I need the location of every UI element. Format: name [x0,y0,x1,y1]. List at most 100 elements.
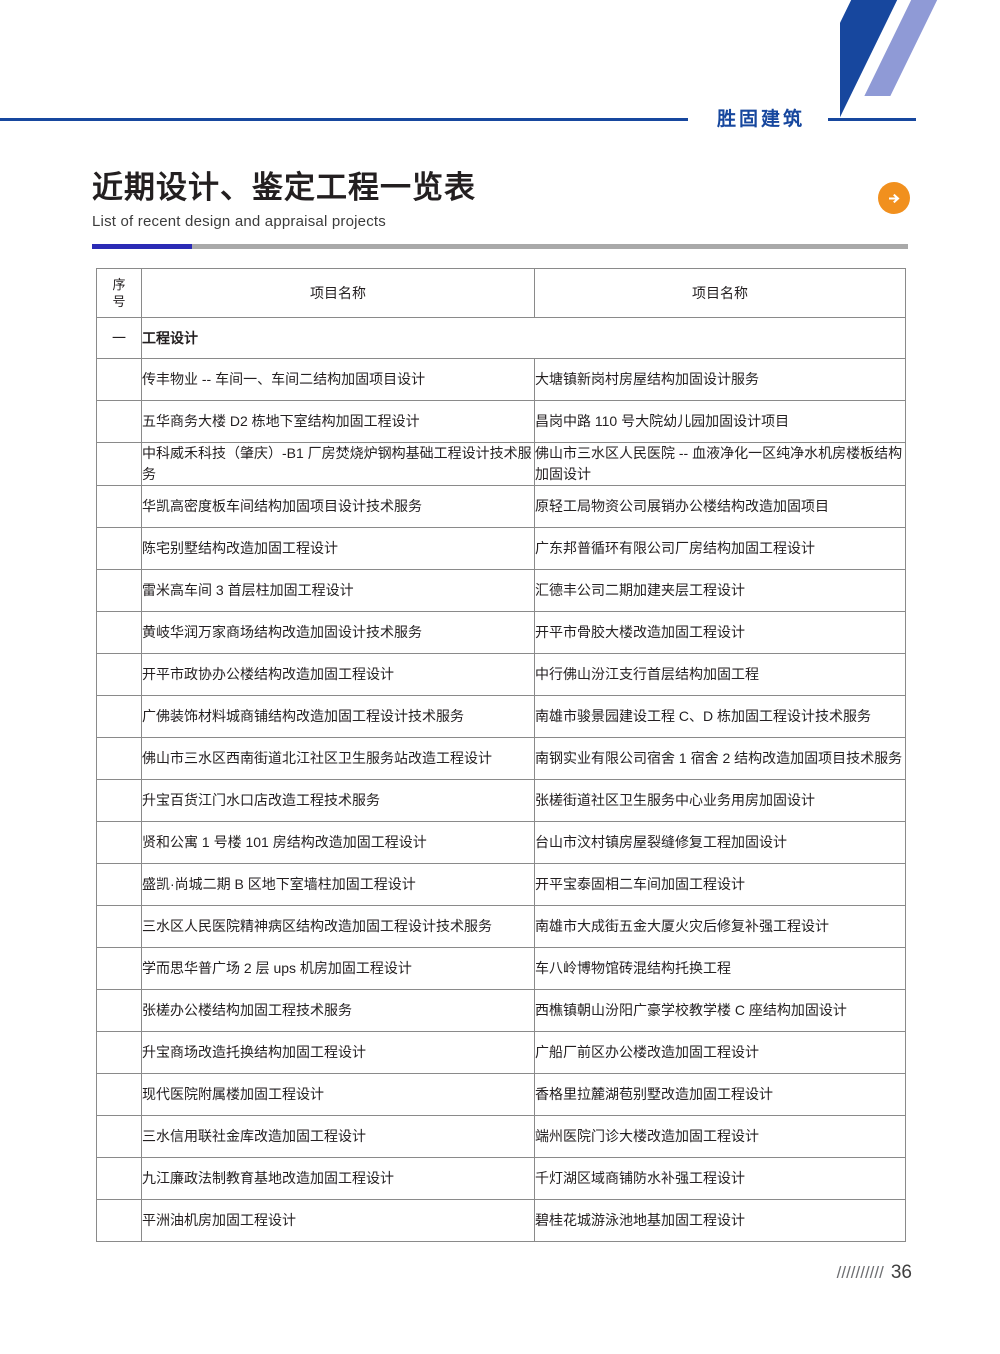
table-body: 一 工程设计 传丰物业 -- 车间一、车间二结构加固项目设计 大塘镇新岗村房屋结构… [96,317,906,1242]
project-name-right: 佛山市三水区人民医院 -- 血液净化一区纯净水机房楼板结构加固设计 [534,442,906,486]
table-row: 五华商务大楼 D2 栋地下室结构加固工程设计 昌岗中路 110 号大院幼儿园加固设… [96,400,906,443]
column-header-no: 序 号 [96,268,142,318]
project-name-right: 原轻工局物资公司展销办公楼结构改造加固项目 [534,485,906,528]
row-number-cell [96,611,142,654]
project-name-right: 广东邦普循环有限公司厂房结构加固工程设计 [534,527,906,570]
project-name-left: 盛凯·尚城二期 B 区地下室墙柱加固工程设计 [141,863,535,906]
project-name-left: 广佛装饰材料城商铺结构改造加固工程设计技术服务 [141,695,535,738]
project-name-left: 开平市政协办公楼结构改造加固工程设计 [141,653,535,696]
row-number-cell [96,905,142,948]
row-number-cell [96,989,142,1032]
column-header-name-right: 项目名称 [534,268,906,318]
row-number-cell [96,400,142,443]
row-number-cell [96,358,142,401]
project-name-right: 开平市骨胶大楼改造加固工程设计 [534,611,906,654]
section-title: 工程设计 [141,317,906,359]
arrow-right-circle-icon [878,182,910,214]
row-number-cell [96,695,142,738]
table-row: 佛山市三水区西南街道北江社区卫生服务站改造工程设计 南钢实业有限公司宿舍 1 宿舍… [96,737,906,780]
header-rule-right [828,118,916,121]
project-name-right: 千灯湖区域商铺防水补强工程设计 [534,1157,906,1200]
row-number-cell [96,737,142,780]
section-number: 一 [96,317,142,359]
section-row: 一 工程设计 [96,317,906,359]
project-name-left: 雷米高车间 3 首层柱加固工程设计 [141,569,535,612]
project-name-right: 碧桂花城游泳池地基加固工程设计 [534,1199,906,1242]
table-row: 华凯高密度板车间结构加固项目设计技术服务 原轻工局物资公司展销办公楼结构改造加固项… [96,485,906,528]
row-number-cell [96,779,142,822]
project-name-right: 昌岗中路 110 号大院幼儿园加固设计项目 [534,400,906,443]
project-name-left: 三水信用联社金库改造加固工程设计 [141,1115,535,1158]
project-name-left: 三水区人民医院精神病区结构改造加固工程设计技术服务 [141,905,535,948]
table-row: 张槎办公楼结构加固工程技术服务 西樵镇朝山汾阳广豪学校教学楼 C 座结构加固设计 [96,989,906,1032]
table-row: 雷米高车间 3 首层柱加固工程设计 汇德丰公司二期加建夹层工程设计 [96,569,906,612]
project-name-left: 黄岐华润万家商场结构改造加固设计技术服务 [141,611,535,654]
project-name-left: 陈宅别墅结构改造加固工程设计 [141,527,535,570]
page-number: 36 [890,1262,912,1283]
footer-slash-decoration: ////////// [836,1263,884,1282]
project-name-right: 西樵镇朝山汾阳广豪学校教学楼 C 座结构加固设计 [534,989,906,1032]
table-row: 盛凯·尚城二期 B 区地下室墙柱加固工程设计 开平宝泰固相二车间加固工程设计 [96,863,906,906]
project-name-left: 升宝百货江门水口店改造工程技术服务 [141,779,535,822]
project-name-right: 南钢实业有限公司宿舍 1 宿舍 2 结构改造加固项目技术服务 [534,737,906,780]
table-row: 九江廉政法制教育基地改造加固工程设计 千灯湖区域商铺防水补强工程设计 [96,1157,906,1200]
row-number-cell [96,653,142,696]
row-number-cell [96,1115,142,1158]
project-name-left: 平洲油机房加固工程设计 [141,1199,535,1242]
table-row: 广佛装饰材料城商铺结构改造加固工程设计技术服务 南雄市骏景园建设工程 C、D 栋加… [96,695,906,738]
title-underline [92,244,908,249]
project-name-left: 佛山市三水区西南街道北江社区卫生服务站改造工程设计 [141,737,535,780]
table-row: 学而思华普广场 2 层 ups 机房加固工程设计 车八岭博物馆砖混结构托换工程 [96,947,906,990]
project-name-left: 学而思华普广场 2 层 ups 机房加固工程设计 [141,947,535,990]
table-row: 三水区人民医院精神病区结构改造加固工程设计技术服务 南雄市大成街五金大厦火灾后修复… [96,905,906,948]
project-name-right: 台山市汶村镇房屋裂缝修复工程加固设计 [534,821,906,864]
project-name-left: 传丰物业 -- 车间一、车间二结构加固项目设计 [141,358,535,401]
table-header-row: 序 号 项目名称 项目名称 [96,268,906,318]
row-number-cell [96,569,142,612]
project-name-left: 中科威禾科技（肇庆）-B1 厂房焚烧炉钢构基础工程设计技术服务 [141,442,535,486]
project-name-left: 九江廉政法制教育基地改造加固工程设计 [141,1157,535,1200]
column-header-no-line1: 序 [112,277,126,292]
project-name-right: 张槎街道社区卫生服务中心业务用房加固设计 [534,779,906,822]
project-name-right: 中行佛山汾江支行首层结构加固工程 [534,653,906,696]
project-name-right: 端州医院门诊大楼改造加固工程设计 [534,1115,906,1158]
project-name-left: 张槎办公楼结构加固工程技术服务 [141,989,535,1032]
column-header-no-line2: 号 [112,294,126,309]
table-row: 升宝百货江门水口店改造工程技术服务 张槎街道社区卫生服务中心业务用房加固设计 [96,779,906,822]
project-name-right: 香格里拉麓湖苞别墅改造加固工程设计 [534,1073,906,1116]
project-name-right: 广船厂前区办公楼改造加固工程设计 [534,1031,906,1074]
table-row: 贤和公寓 1 号楼 101 房结构改造加固工程设计 台山市汶村镇房屋裂缝修复工程加… [96,821,906,864]
project-name-left: 华凯高密度板车间结构加固项目设计技术服务 [141,485,535,528]
table-row: 三水信用联社金库改造加固工程设计 端州医院门诊大楼改造加固工程设计 [96,1115,906,1158]
row-number-cell [96,1157,142,1200]
project-name-right: 南雄市骏景园建设工程 C、D 栋加固工程设计技术服务 [534,695,906,738]
row-number-cell [96,1199,142,1242]
project-name-left: 贤和公寓 1 号楼 101 房结构改造加固工程设计 [141,821,535,864]
row-number-cell [96,1073,142,1116]
page-title: 近期设计、鉴定工程一览表 [92,170,476,205]
project-name-right: 车八岭博物馆砖混结构托换工程 [534,947,906,990]
project-name-left: 升宝商场改造托换结构加固工程设计 [141,1031,535,1074]
table-row: 传丰物业 -- 车间一、车间二结构加固项目设计 大塘镇新岗村房屋结构加固设计服务 [96,358,906,401]
project-name-left: 五华商务大楼 D2 栋地下室结构加固工程设计 [141,400,535,443]
page-footer: ////////// 36 [837,1262,912,1284]
brand-name: 胜固建筑 [716,109,805,130]
row-number-cell [96,442,142,486]
project-name-right: 南雄市大成街五金大厦火灾后修复补强工程设计 [534,905,906,948]
column-header-name-left: 项目名称 [141,268,535,318]
header-rule-left [0,118,688,121]
title-block: 近期设计、鉴定工程一览表 List of recent design and a… [92,168,908,249]
diagonal-stripe-light [864,0,944,96]
page-subtitle: List of recent design and appraisal proj… [92,213,386,230]
row-number-cell [96,821,142,864]
row-number-cell [96,485,142,528]
table-row: 陈宅别墅结构改造加固工程设计 广东邦普循环有限公司厂房结构加固工程设计 [96,527,906,570]
project-name-right: 大塘镇新岗村房屋结构加固设计服务 [534,358,906,401]
project-name-right: 开平宝泰固相二车间加固工程设计 [534,863,906,906]
page-header: 胜固建筑 [0,106,1000,142]
project-name-left: 现代医院附属楼加固工程设计 [141,1073,535,1116]
row-number-cell [96,947,142,990]
row-number-cell [96,1031,142,1074]
table-row: 中科威禾科技（肇庆）-B1 厂房焚烧炉钢构基础工程设计技术服务 佛山市三水区人民医… [96,442,906,486]
table-row: 升宝商场改造托换结构加固工程设计 广船厂前区办公楼改造加固工程设计 [96,1031,906,1074]
